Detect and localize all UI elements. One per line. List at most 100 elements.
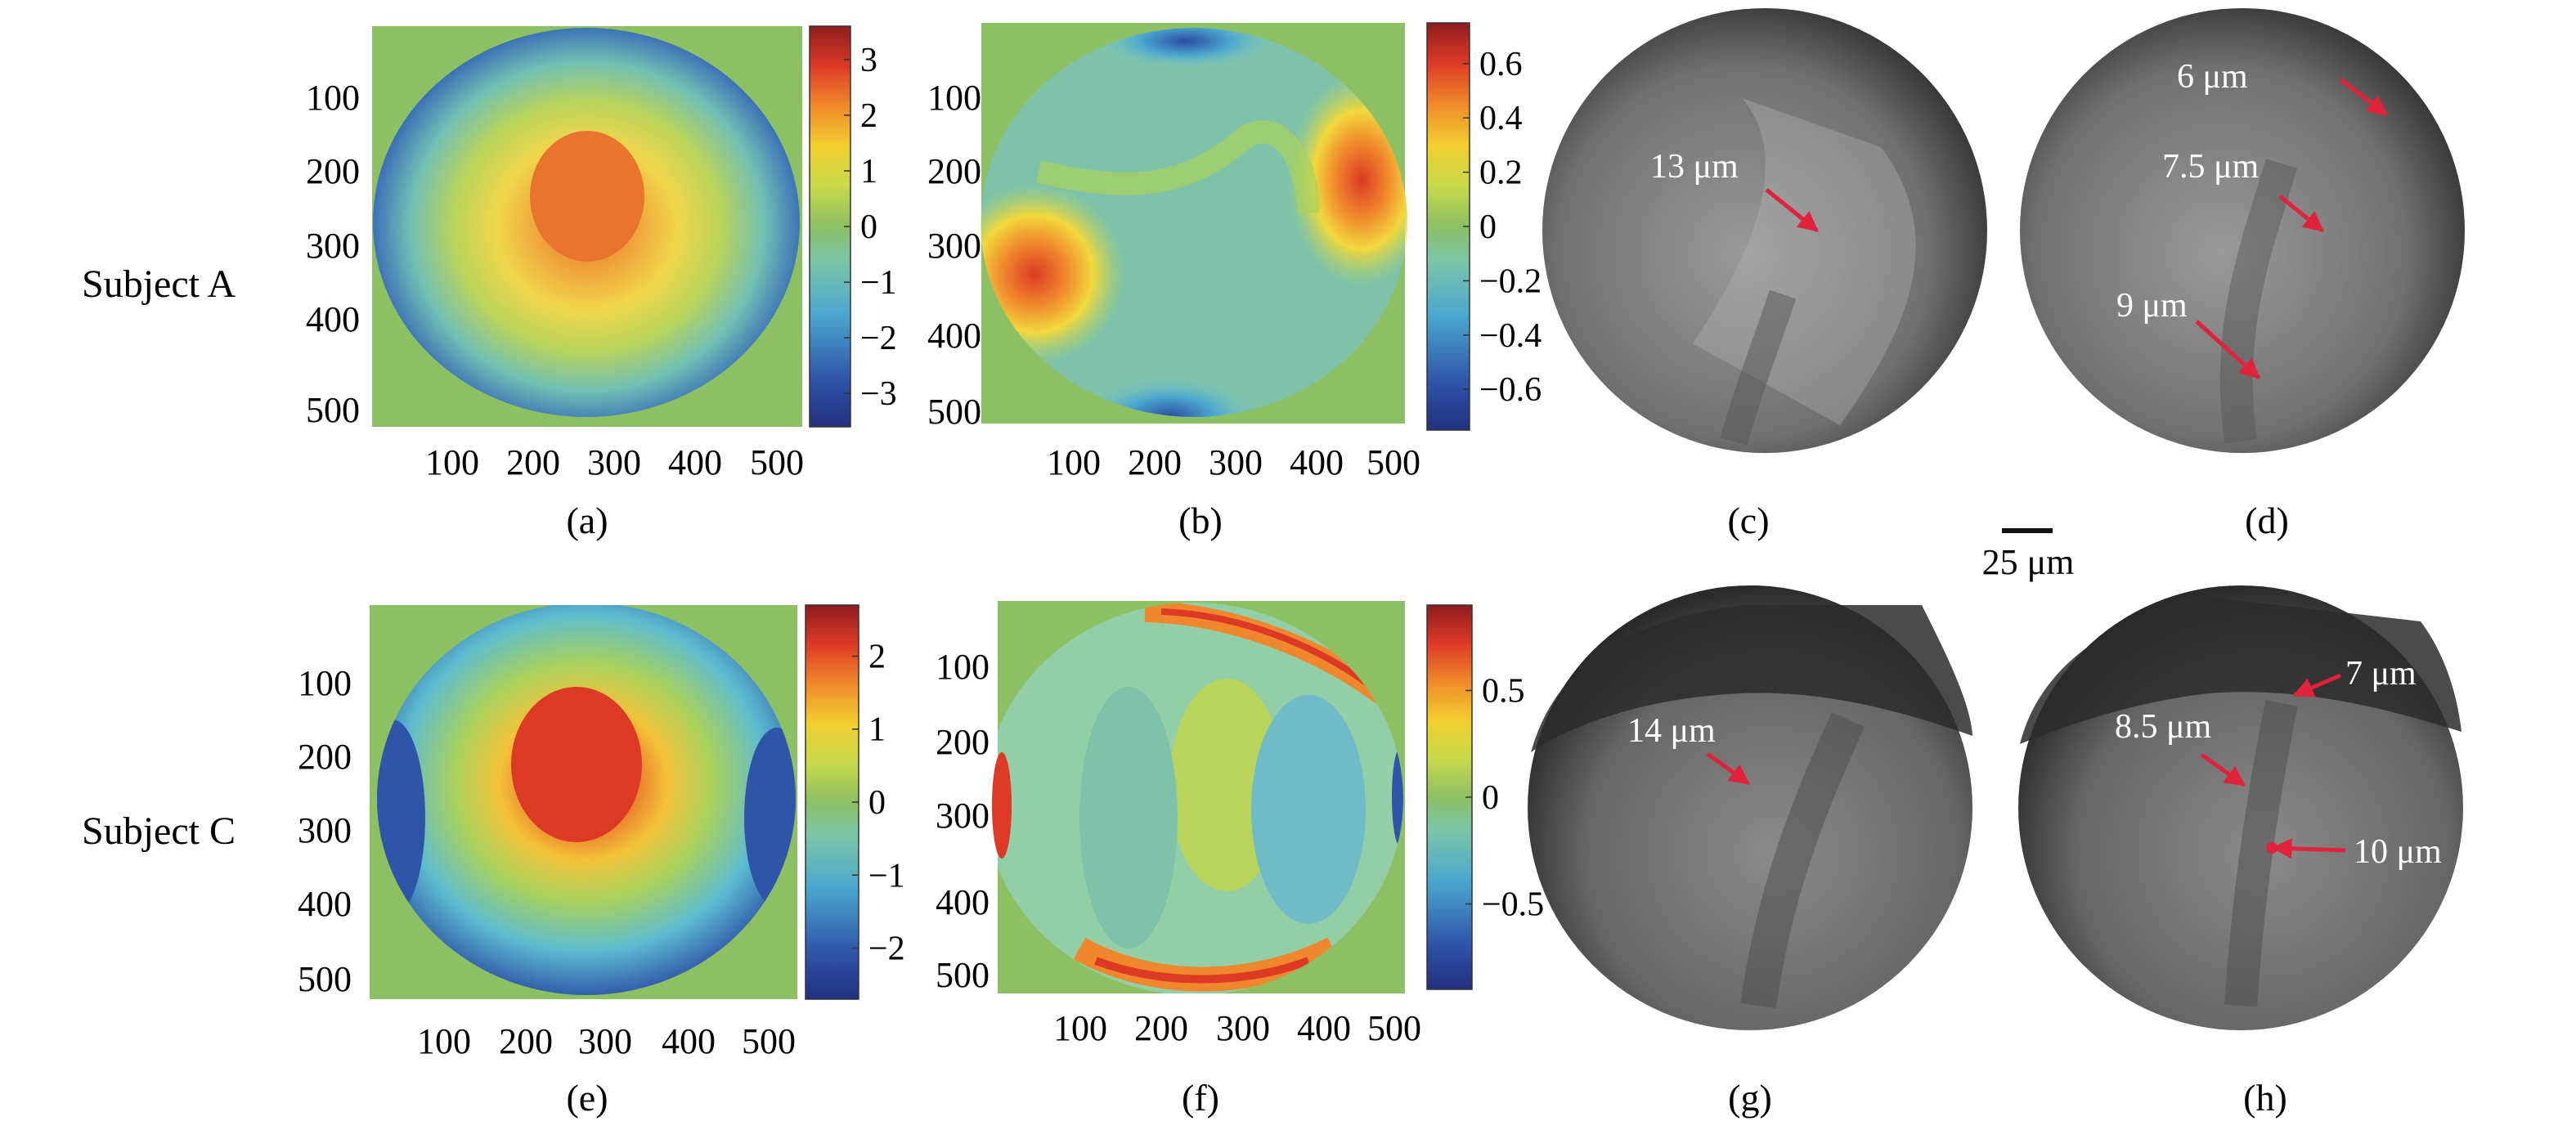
colorbar-tick-label: 0 (1479, 209, 1497, 246)
x-tick-label: 400 (1297, 1008, 1351, 1048)
colorbar-tick-label: 2 (868, 638, 886, 675)
x-tick-label: 500 (750, 442, 804, 482)
x-tick-label: 100 (417, 1021, 471, 1061)
panel-d-caption: (d) (2245, 500, 2289, 541)
y-tick-label: 400 (306, 299, 360, 339)
x-tick-label: 400 (668, 442, 722, 482)
x-tick-label: 300 (578, 1021, 632, 1061)
colorbar-tick-label: 0.4 (1479, 100, 1523, 137)
colorbar-tick-label: 1 (868, 711, 886, 749)
panel-c-annotation: 13 μm (1650, 148, 1739, 186)
annotation-arrow (1765, 188, 1819, 232)
x-tick-label: 300 (587, 442, 641, 482)
panel-e-caption: (e) (566, 1077, 608, 1119)
y-tick-label: 200 (298, 737, 352, 777)
colorbar-tick-label: −1 (868, 857, 905, 895)
colorbar-tick-label: 1 (860, 153, 877, 191)
row-label-subject-a: Subject A (82, 262, 236, 306)
annotation-arrow (1706, 751, 1751, 786)
panel-f-colorbar (1426, 604, 1473, 990)
panel-b: 100 200 300 400 500 100 200 300 400 500 … (927, 22, 1542, 541)
panel-h-annotation-10um: 10 μm (2354, 833, 2442, 871)
y-tick-label: 100 (298, 663, 352, 703)
colorbar-tick-label: −0.5 (1482, 886, 1544, 924)
panel-a-y-ticks: 100 200 300 400 500 (306, 78, 360, 430)
panel-e-colorbar (805, 604, 859, 1000)
y-tick-label: 500 (927, 392, 981, 432)
y-tick-label: 100 (306, 78, 360, 118)
y-tick-label: 200 (927, 151, 981, 191)
panel-h-annotation-7um: 7 μm (2345, 655, 2417, 693)
annotation-arrow (2200, 752, 2246, 787)
colorbar-tick-label: −2 (868, 930, 905, 968)
scale-bar-label: 25 μm (1982, 542, 2075, 582)
panel-d-annotation-9um: 9 μm (2116, 287, 2188, 325)
x-tick-label: 100 (1053, 1008, 1107, 1048)
panel-f-colorbar-ticks: 0.5 0 −0.5 (1465, 672, 1544, 924)
y-tick-label: 200 (306, 151, 360, 191)
y-tick-label: 200 (936, 722, 990, 762)
panel-d-annotation-7-5um: 7.5 μm (2162, 148, 2260, 186)
panel-a-colorbar-ticks: 3 2 1 0 −1 −2 −3 (844, 42, 897, 413)
y-tick-label: 400 (927, 316, 981, 356)
x-tick-label: 500 (1367, 442, 1420, 482)
panel-h: 7 μm 8.5 μm 10 μm (h) (2018, 585, 2463, 1119)
x-tick-label: 500 (742, 1021, 796, 1061)
colorbar-tick-label: −3 (860, 375, 897, 413)
y-tick-label: 300 (298, 810, 352, 850)
panel-d: 6 μm 7.5 μm 9 μm (d) (2020, 8, 2465, 541)
x-tick-label: 400 (1290, 442, 1344, 482)
panel-d-annotation-6um: 6 μm (2177, 58, 2248, 96)
x-tick-label: 200 (499, 1021, 553, 1061)
panel-b-caption: (b) (1178, 500, 1223, 541)
colorbar-tick-label: 0 (868, 784, 886, 822)
x-tick-label: 300 (1209, 442, 1263, 482)
row-label-subject-c: Subject C (82, 809, 236, 853)
y-tick-label: 100 (927, 78, 981, 118)
panel-h-annotation-8-5um: 8.5 μm (2115, 708, 2212, 746)
panel-a-colorbar (809, 25, 851, 428)
y-tick-label: 300 (306, 226, 360, 266)
colorbar-tick-label: −0.6 (1479, 371, 1542, 409)
panel-b-x-ticks: 100 200 300 400 500 (1047, 442, 1420, 482)
colorbar-tick-label: 0.2 (1479, 155, 1523, 192)
colorbar-tick-label: 0.6 (1479, 46, 1523, 83)
panel-e-x-ticks: 100 200 300 400 500 (417, 1021, 796, 1061)
y-tick-label: 300 (936, 796, 990, 836)
panel-g-annotation: 14 μm (1627, 712, 1716, 750)
panel-d-retina-image (2020, 8, 2465, 453)
annotation-arrow (2195, 320, 2260, 379)
panel-e-y-ticks: 100 200 300 400 500 (298, 663, 352, 999)
panel-b-y-ticks: 100 200 300 400 500 (927, 78, 981, 432)
annotation-arrow (2278, 195, 2324, 232)
y-tick-label: 500 (306, 390, 360, 430)
panel-c-caption: (c) (1727, 500, 1769, 541)
x-tick-label: 200 (1128, 442, 1182, 482)
panel-b-colorbar-ticks: 0.6 0.4 0.2 0 −0.2 −0.4 −0.6 (1463, 46, 1542, 409)
colorbar-tick-label: −1 (860, 264, 897, 302)
y-tick-label: 300 (927, 226, 981, 266)
panel-f-caption: (f) (1182, 1077, 1219, 1119)
scale-bar-line (2002, 528, 2053, 533)
panel-b-colorbar (1426, 22, 1470, 431)
panel-a: 100 200 300 400 500 100 200 300 400 500 … (306, 25, 897, 541)
x-tick-label: 300 (1216, 1008, 1270, 1048)
panel-f: 100 200 300 400 500 100 200 300 400 500 … (936, 601, 1544, 1119)
panel-e-colorbar-ticks: 2 1 0 −1 −2 (852, 638, 905, 968)
colorbar-tick-label: −2 (860, 320, 897, 357)
x-tick-label: 200 (1134, 1008, 1188, 1048)
colorbar-tick-label: 0.5 (1482, 672, 1525, 710)
x-tick-label: 500 (1367, 1008, 1421, 1048)
panel-a-x-ticks: 100 200 300 400 500 (425, 442, 804, 482)
y-tick-label: 100 (936, 647, 990, 687)
colorbar-tick-label: −0.2 (1479, 262, 1542, 300)
colorbar-tick-label: 0 (860, 209, 877, 246)
y-tick-label: 500 (936, 955, 990, 995)
annotation-arrow (2339, 78, 2388, 116)
y-tick-label: 400 (298, 884, 352, 924)
y-tick-label: 400 (936, 882, 990, 922)
colorbar-tick-label: 0 (1482, 779, 1499, 817)
panel-e: 100 200 300 400 500 100 200 300 400 500 … (298, 604, 905, 1119)
panel-f-y-ticks: 100 200 300 400 500 (936, 647, 990, 995)
